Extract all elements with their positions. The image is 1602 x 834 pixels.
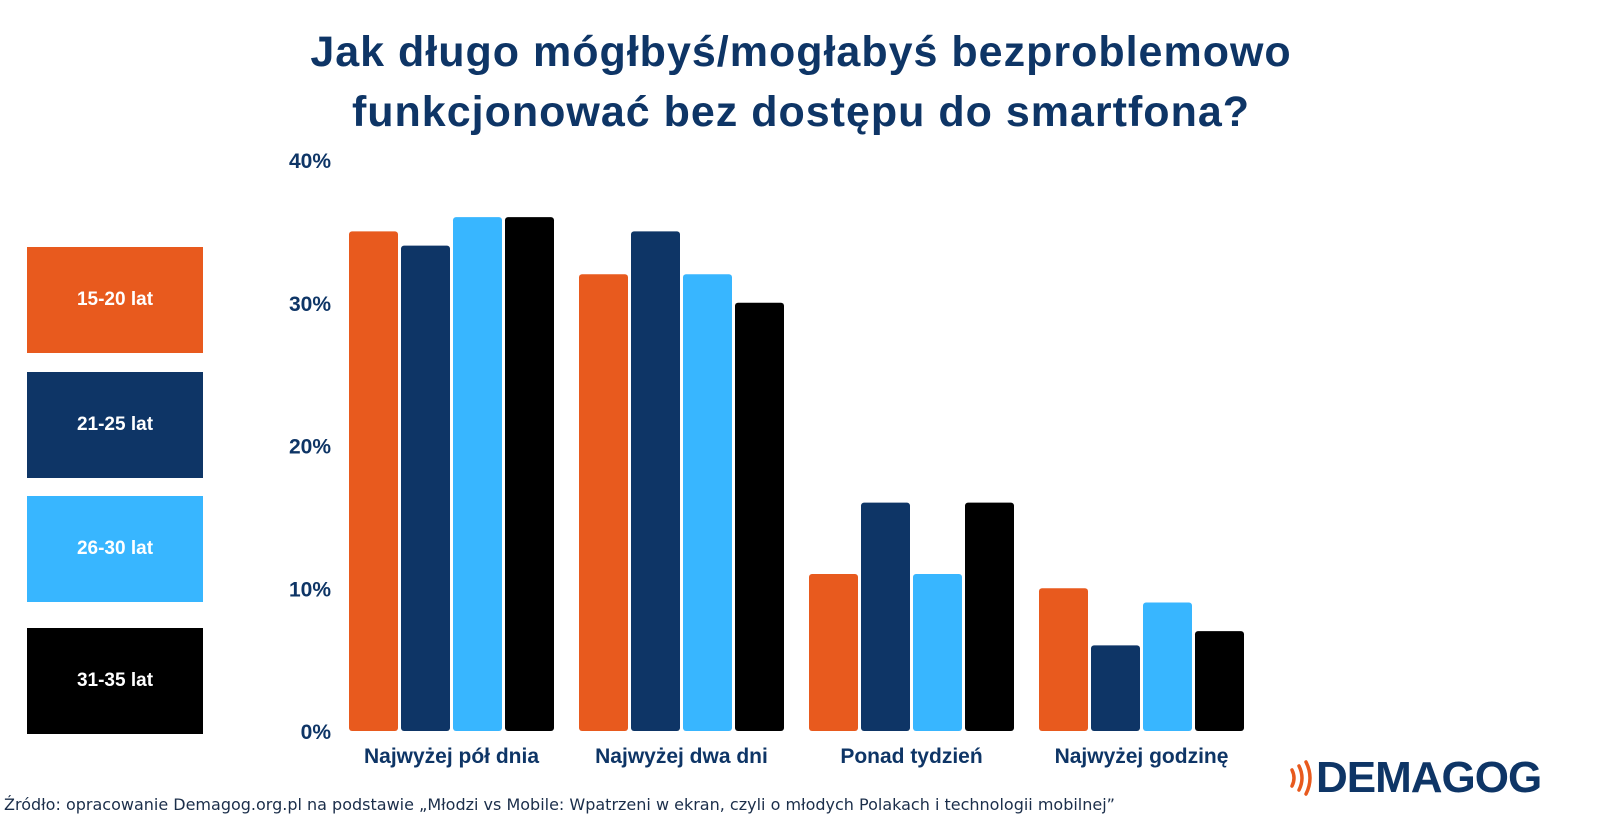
y-tick-label: 20% <box>289 436 331 459</box>
bar <box>401 245 450 731</box>
x-tick-label: Najwyżej dwa dni <box>595 745 768 768</box>
y-tick-label: 0% <box>301 721 332 744</box>
legend-label: 15-20 lat <box>76 289 154 310</box>
legend-item-21-25: 21-25 lat <box>27 372 203 478</box>
legend-label: 21-25 lat <box>76 414 154 435</box>
legend-item-31-35: 31-35 lat <box>27 628 203 734</box>
x-tick-label: Ponad tydzień <box>840 745 982 768</box>
legend-label: 26-30 lat <box>76 538 154 559</box>
bar <box>735 302 784 731</box>
bar <box>683 274 732 731</box>
source-note: Źródło: opracowanie Demagog.org.pl na po… <box>4 795 1115 814</box>
bar <box>1039 588 1088 731</box>
bar <box>861 502 910 731</box>
legend-label: 31-35 lat <box>76 670 154 691</box>
bar <box>579 274 628 731</box>
legend-item-15-20: 15-20 lat <box>27 247 203 353</box>
title-line-2: funkcjonować bez dostępu do smartfona? <box>351 88 1251 136</box>
demagog-logo: DEMAGOG <box>1286 752 1542 804</box>
bar <box>913 573 962 731</box>
bar <box>631 231 680 731</box>
chart-title: Jak długo mógłbyś/mogłabyś bezproblemowo… <box>0 22 1602 142</box>
x-tick-label: Najwyżej godzinę <box>1055 745 1229 768</box>
bar <box>1091 645 1140 731</box>
signal-waves-icon <box>1290 760 1312 796</box>
bar <box>505 217 554 732</box>
bar <box>809 573 858 731</box>
bar <box>1143 602 1192 731</box>
bar <box>349 231 398 731</box>
y-tick-label: 30% <box>289 293 331 316</box>
logo-text: DEMAGOG <box>1316 753 1542 802</box>
legend-item-26-30: 26-30 lat <box>27 496 203 602</box>
x-tick-label: Najwyżej pół dnia <box>364 745 539 768</box>
bar <box>965 502 1014 731</box>
y-tick-label: 40% <box>289 150 331 173</box>
title-line-1: Jak długo mógłbyś/mogłabyś bezproblemowo <box>310 28 1292 76</box>
bar <box>453 217 502 732</box>
y-tick-label: 10% <box>289 578 331 601</box>
bar <box>1195 631 1244 731</box>
